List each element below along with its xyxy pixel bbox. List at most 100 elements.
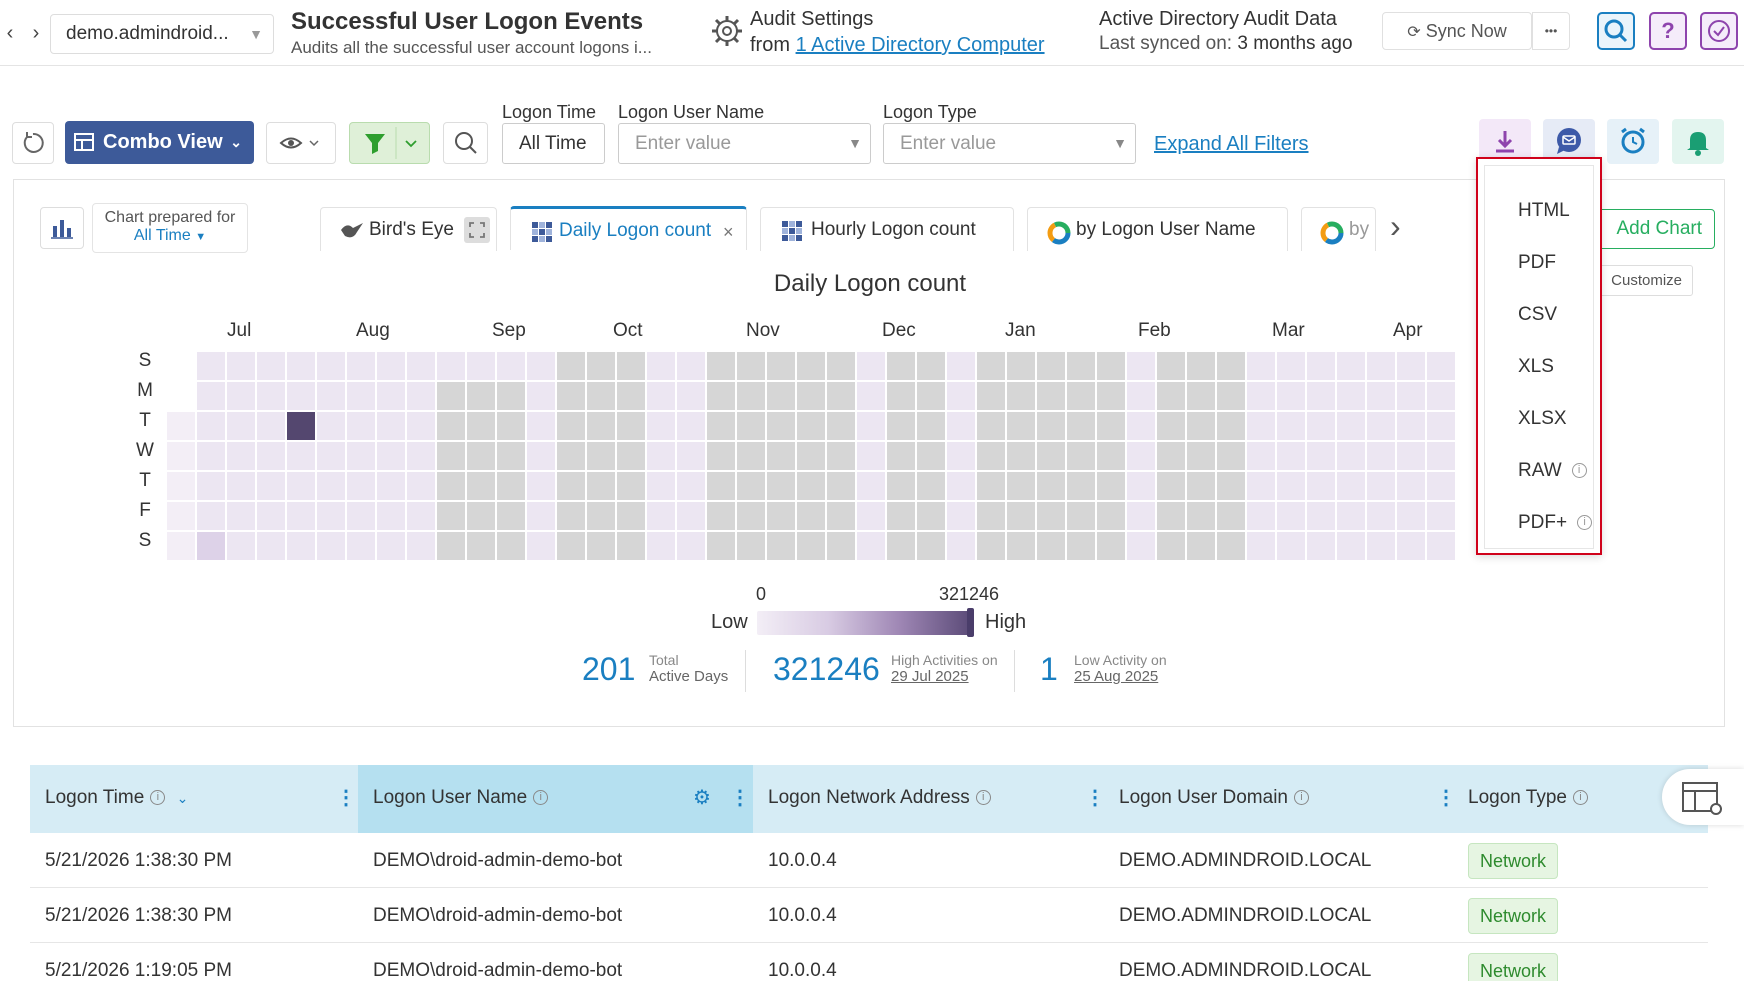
info-icon: i <box>1572 790 1588 806</box>
month-label: Nov <box>746 320 780 341</box>
month-label: Jan <box>1005 320 1036 341</box>
combo-view-label: Combo View <box>103 131 223 153</box>
audit-gear-icon <box>708 12 746 50</box>
cell-logon-user-name: DEMO\droid-admin-demo-bot <box>373 960 623 981</box>
cell-logon-user-name: DEMO\droid-admin-demo-bot <box>373 850 623 871</box>
sort-chevron-icon[interactable]: ⌄ <box>176 790 189 806</box>
sync-icon: ⟳ <box>1407 24 1421 41</box>
tab-by-logon-user-name[interactable]: by Logon User Name <box>1027 207 1288 251</box>
export-html-item[interactable]: HTML <box>1518 200 1570 221</box>
column-menu-icon[interactable]: ⋮ <box>1085 787 1105 809</box>
page-subtitle: Audits all the successful user account l… <box>291 38 652 57</box>
tab-hourly-logon-count[interactable]: Hourly Logon count <box>760 207 1014 251</box>
cell-network-address: 10.0.0.4 <box>768 905 837 926</box>
export-pdf-plus-item[interactable]: PDF+ i <box>1518 512 1593 534</box>
gear-icon[interactable]: ⚙ <box>693 787 711 809</box>
column-header-logon-user-domain[interactable]: Logon User Domain i ⋮ <box>1104 765 1456 833</box>
schedule-button[interactable] <box>1607 119 1659 164</box>
day-label: T <box>139 410 151 431</box>
bird-icon <box>341 223 363 238</box>
table-row[interactable]: 5/21/2026 1:38:30 PM DEMO\droid-admin-de… <box>30 888 1708 943</box>
low-activity-date-link[interactable]: 25 Aug 2025 <box>1074 668 1159 685</box>
cell-logon-time: 5/21/2026 1:38:30 PM <box>45 905 232 926</box>
month-label: Oct <box>613 320 643 341</box>
logon-type-filter[interactable]: Enter value ▼ <box>883 123 1136 164</box>
close-tab-icon[interactable]: × <box>723 222 734 242</box>
table-row[interactable]: 5/21/2026 1:38:30 PM DEMO\droid-admin-de… <box>30 833 1708 888</box>
day-label: S <box>138 530 152 551</box>
column-header-logon-network-address[interactable]: Logon Network Address i ⋮ <box>753 765 1105 833</box>
more-options-button[interactable]: ••• <box>1532 12 1570 50</box>
audit-settings-from: from 1 Active Directory Computer <box>750 34 1045 57</box>
divider <box>1014 650 1015 692</box>
filter-icon <box>365 127 417 159</box>
table-header: Logon Time i ⌄ ⋮ Logon User Name i ⚙ ⋮ Logon … <box>30 765 1708 833</box>
tab-daily-logon-count[interactable]: Daily Logon count × <box>510 206 747 250</box>
cell-logon-time: 5/21/2026 1:38:30 PM <box>45 850 232 871</box>
visibility-button[interactable] <box>266 122 336 164</box>
export-xlsx-item[interactable]: XLSX <box>1518 408 1567 429</box>
table-settings-icon <box>1682 782 1722 815</box>
day-label: F <box>139 500 151 521</box>
donut-chart-icon <box>1320 221 1344 245</box>
tenant-selector[interactable]: demo.admindroid... ▼ <box>50 14 274 54</box>
export-xls-item[interactable]: XLS <box>1518 356 1554 377</box>
column-header-logon-time[interactable]: Logon Time i ⌄ ⋮ <box>30 765 358 833</box>
column-header-logon-user-name[interactable]: Logon User Name i ⚙ ⋮ <box>358 765 753 833</box>
low-activity-label: Low Activity on <box>1074 652 1167 668</box>
export-raw-item[interactable]: RAW i <box>1518 460 1587 482</box>
chat-button[interactable] <box>1543 119 1595 164</box>
global-search-button[interactable] <box>1597 12 1635 50</box>
high-activity-date-link[interactable]: 29 Jul 2025 <box>891 668 969 685</box>
export-raw-label: RAW <box>1518 460 1562 481</box>
divider <box>745 650 746 692</box>
cell-network-address: 10.0.0.4 <box>768 960 837 981</box>
back-arrow-icon[interactable]: ‹ <box>6 22 14 44</box>
reset-icon <box>23 132 44 153</box>
chart-type-button[interactable] <box>40 207 84 249</box>
table-row[interactable]: 5/21/2026 1:19:05 PM DEMO\droid-admin-de… <box>30 943 1708 981</box>
logon-type-badge: Network <box>1468 953 1559 981</box>
filter-button[interactable] <box>349 122 430 164</box>
logon-time-filter[interactable]: All Time <box>502 123 605 164</box>
info-icon: i <box>975 790 991 806</box>
logon-user-filter[interactable]: Enter value ▼ <box>618 123 871 164</box>
search-button[interactable] <box>443 122 488 164</box>
alarm-clock-icon <box>1621 127 1645 154</box>
sync-now-button[interactable]: ⟳ Sync Now <box>1382 12 1532 50</box>
expand-all-filters-link[interactable]: Expand All Filters <box>1154 133 1309 155</box>
month-label: Sep <box>492 320 526 341</box>
tab-birds-eye[interactable]: Bird's Eye <box>320 207 497 251</box>
column-header-label: Logon Network Address <box>768 787 970 808</box>
tab-by-more[interactable]: by <box>1301 207 1376 251</box>
export-button[interactable] <box>1479 119 1531 164</box>
combo-view-button[interactable]: Combo View ⌄ <box>65 121 254 164</box>
bar-chart-icon <box>51 220 73 239</box>
export-csv-item[interactable]: CSV <box>1518 304 1558 325</box>
help-button[interactable]: ? <box>1649 12 1687 50</box>
add-chart-button[interactable]: Add Chart <box>1595 209 1715 249</box>
expand-icon[interactable] <box>464 217 490 243</box>
cell-logon-user-name: DEMO\droid-admin-demo-bot <box>373 905 623 926</box>
alert-button[interactable] <box>1672 119 1724 164</box>
export-pdf-item[interactable]: PDF <box>1518 252 1556 273</box>
column-menu-icon[interactable]: ⋮ <box>336 787 356 809</box>
audit-from-prefix: from <box>750 34 790 56</box>
month-label: Feb <box>1138 320 1171 341</box>
tasks-button[interactable] <box>1700 12 1738 50</box>
chart-prepared-for[interactable]: Chart prepared for All Time ▼ <box>92 203 248 253</box>
day-label: W <box>136 440 154 461</box>
legend-slider-handle[interactable] <box>967 608 974 637</box>
column-menu-icon[interactable]: ⋮ <box>1436 787 1456 809</box>
column-menu-icon[interactable]: ⋮ <box>730 787 750 809</box>
column-header-logon-type[interactable]: Logon Type i <box>1453 765 1708 833</box>
month-label: Jul <box>227 320 252 341</box>
chart-panel <box>13 179 1725 727</box>
ad-computer-link[interactable]: 1 Active Directory Computer <box>795 34 1045 56</box>
tabs-next-arrow-icon[interactable]: › <box>1390 208 1401 244</box>
column-header-label: Logon Type <box>1468 787 1567 808</box>
forward-arrow-icon[interactable]: › <box>32 22 40 44</box>
logon-user-label: Logon User Name <box>618 102 765 122</box>
column-settings-button[interactable] <box>1662 769 1744 825</box>
reset-button[interactable] <box>12 122 54 164</box>
